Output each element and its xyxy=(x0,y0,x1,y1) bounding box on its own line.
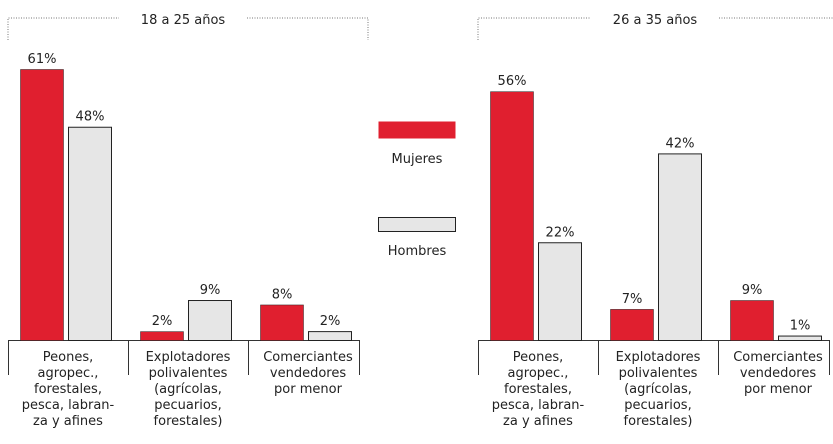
bar xyxy=(730,300,774,341)
legend-swatch xyxy=(378,121,456,139)
value-label: 1% xyxy=(790,319,811,334)
title-bracket xyxy=(7,17,369,40)
value-label: 56% xyxy=(498,74,527,89)
bar xyxy=(140,331,184,341)
value-label: 48% xyxy=(76,110,105,125)
value-label: 9% xyxy=(200,283,221,298)
bar xyxy=(658,153,702,341)
value-label: 2% xyxy=(320,314,341,329)
bar xyxy=(308,331,352,342)
bar xyxy=(20,69,64,341)
category-label: Peones, agropec., forestales, pesca, labran… xyxy=(492,350,585,429)
legend-label: Hombres xyxy=(388,244,447,259)
bar xyxy=(260,304,304,341)
category-label: Peones, agropec., forestales, pesca, labran… xyxy=(22,350,115,429)
category-label: Comerciantes vendedores por menor xyxy=(733,350,823,397)
value-label: 9% xyxy=(742,283,763,298)
bar xyxy=(778,335,822,341)
category-label: Comerciantes vendedores por menor xyxy=(263,350,353,397)
bar xyxy=(538,242,582,341)
value-label: 8% xyxy=(272,287,293,302)
bar xyxy=(490,91,534,341)
bar xyxy=(610,309,654,341)
category-label: Explotadores polivalentes (agrícolas, pecua… xyxy=(616,350,701,429)
value-label: 42% xyxy=(666,136,695,151)
value-label: 7% xyxy=(622,292,643,307)
legend-label: Mujeres xyxy=(392,152,443,167)
legend-swatch xyxy=(378,217,456,232)
bar xyxy=(68,126,112,341)
chart-title: 26 a 35 años xyxy=(613,13,698,28)
value-label: 61% xyxy=(28,52,57,67)
value-label: 2% xyxy=(152,314,173,329)
chart-title: 18 a 25 años xyxy=(141,13,226,28)
bar xyxy=(188,300,232,341)
category-label: Explotadores polivalentes (agrícolas, pecua… xyxy=(146,350,231,429)
value-label: 22% xyxy=(546,225,575,240)
